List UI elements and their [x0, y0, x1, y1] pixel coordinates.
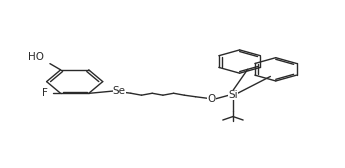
Text: HO: HO [28, 52, 44, 61]
Text: O: O [207, 94, 216, 104]
Text: F: F [42, 88, 48, 98]
Text: Se: Se [113, 86, 126, 96]
Text: Si: Si [228, 90, 238, 100]
